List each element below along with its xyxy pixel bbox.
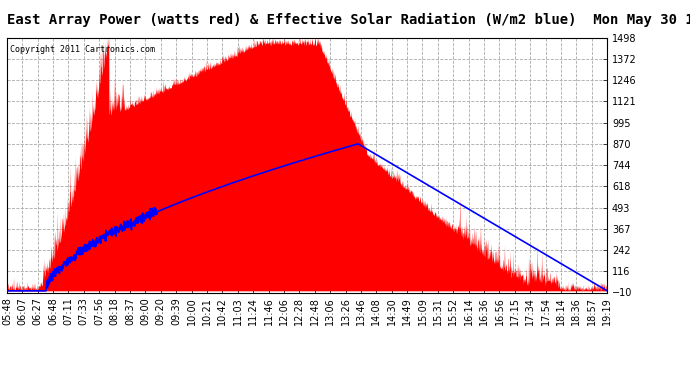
Text: Copyright 2011 Cartronics.com: Copyright 2011 Cartronics.com <box>10 45 155 54</box>
Text: East Array Power (watts red) & Effective Solar Radiation (W/m2 blue)  Mon May 30: East Array Power (watts red) & Effective… <box>7 13 690 27</box>
